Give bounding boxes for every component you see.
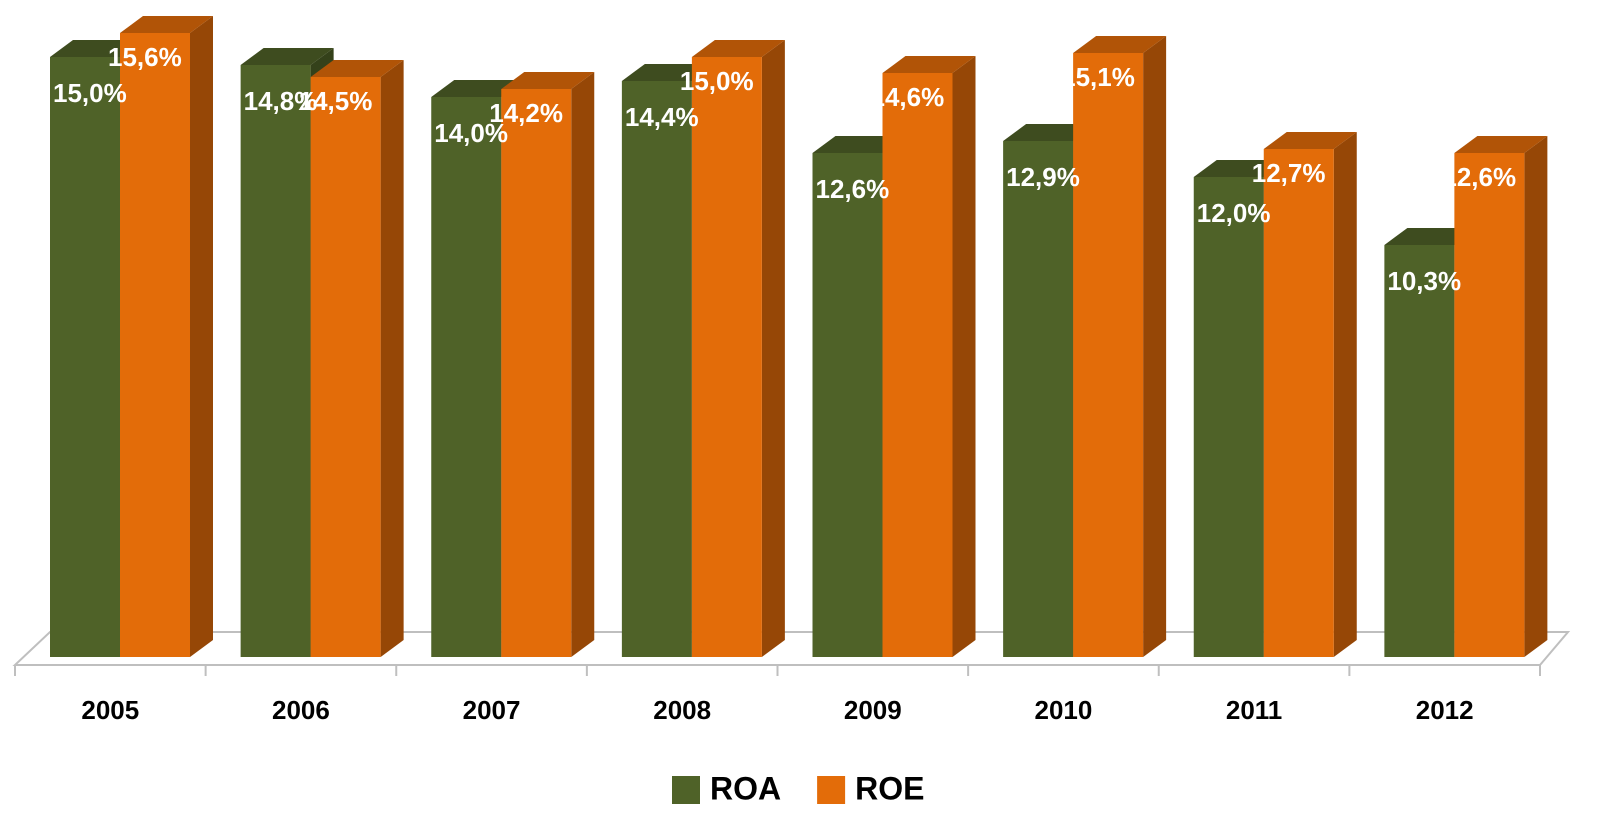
bar-side [571, 72, 595, 657]
bar-side [1143, 36, 1167, 657]
value-label: 12,7% [1252, 158, 1326, 188]
bar-top [1003, 124, 1097, 141]
bar-top [310, 60, 404, 77]
bar [120, 33, 190, 657]
value-label: 14,0% [434, 118, 508, 148]
legend-swatch [672, 776, 700, 804]
bar [691, 57, 762, 657]
x-tick-label: 2007 [463, 695, 521, 725]
bar [621, 81, 692, 657]
bar [1454, 153, 1525, 657]
bar-top [431, 80, 525, 97]
bar-side [952, 56, 976, 657]
bar [812, 153, 883, 657]
bar-top [1263, 132, 1357, 149]
x-tick-label: 2009 [844, 695, 902, 725]
bar-side [1333, 132, 1357, 657]
legend: ROA ROE [672, 770, 924, 806]
bar [310, 77, 381, 657]
bar-top [120, 16, 213, 33]
x-tick-label: 2008 [653, 695, 711, 725]
value-label: 15,0% [53, 78, 127, 108]
bar [1073, 53, 1144, 657]
bar-side [1524, 136, 1548, 657]
bar-top [691, 40, 785, 57]
legend-label: ROA [710, 770, 781, 806]
x-tick-label: 2005 [81, 695, 139, 725]
bar [501, 89, 572, 657]
x-tick-label: 2011 [1226, 695, 1282, 725]
bar-top [1073, 36, 1167, 53]
value-label: 10,3% [1387, 266, 1461, 296]
bar [1263, 149, 1334, 657]
value-label: 12,6% [1442, 162, 1516, 192]
value-label: 14,5% [299, 86, 373, 116]
value-label: 14,6% [871, 82, 945, 112]
value-label: 15,1% [1061, 62, 1135, 92]
bar-top [812, 136, 906, 153]
bar-side [190, 16, 213, 657]
value-label: 14,4% [625, 102, 699, 132]
bar-top [1454, 136, 1548, 153]
bar-top [50, 40, 143, 57]
bar-top [621, 64, 715, 81]
bar-top [1384, 228, 1478, 245]
x-tick-label: 2010 [1035, 695, 1093, 725]
bar [1384, 245, 1455, 657]
bar [882, 73, 953, 657]
value-label: 12,0% [1197, 198, 1271, 228]
bar-top [240, 48, 334, 65]
bar-side [380, 60, 404, 657]
bar-top [501, 72, 595, 89]
bar [1193, 177, 1264, 657]
value-label: 12,9% [1006, 162, 1080, 192]
value-label: 14,2% [489, 98, 563, 128]
bar [1003, 141, 1074, 657]
bar [50, 57, 120, 657]
x-tick-label: 2006 [272, 695, 330, 725]
bar-top [882, 56, 976, 73]
bar-top [1193, 160, 1287, 177]
legend-swatch [817, 776, 846, 804]
legend-label: ROE [855, 770, 924, 806]
bar [240, 65, 311, 657]
value-label: 14,8% [244, 86, 318, 116]
bar-side [761, 40, 785, 657]
bar [431, 97, 502, 657]
value-label: 12,6% [816, 174, 890, 204]
value-label: 15,6% [108, 42, 182, 72]
value-label: 15,0% [680, 66, 754, 96]
x-tick-label: 2012 [1416, 695, 1474, 725]
